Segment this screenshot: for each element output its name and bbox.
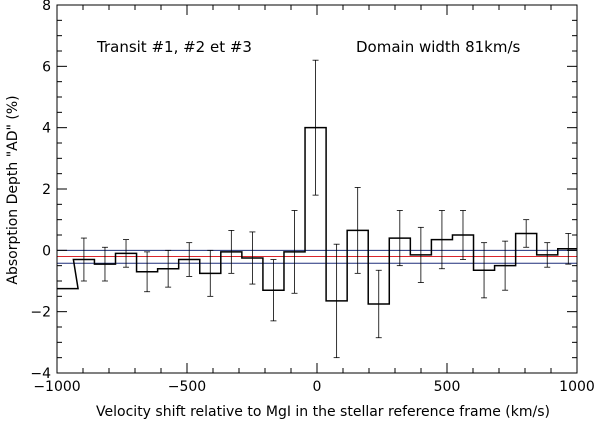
x-tick-label: 1000	[559, 379, 595, 395]
x-tick-label: −1000	[33, 379, 80, 395]
y-tick-label: 6	[42, 59, 51, 75]
x-tick-label: −500	[168, 379, 206, 395]
x-tick-label: 500	[434, 379, 461, 395]
histogram-line	[57, 126, 577, 305]
x-axis-label: Velocity shift relative to MgI in the st…	[96, 404, 550, 420]
y-tick-label: −4	[30, 366, 51, 382]
ticks: −1000 −500 0 500 1000 −4 −2 0 2 4 6 8	[30, 0, 594, 395]
histogram	[57, 126, 577, 305]
y-tick-label: 4	[42, 121, 51, 137]
y-axis-label: Absorption Depth "AD" (%)	[5, 95, 21, 284]
y-tick-label: −2	[30, 305, 51, 321]
annotation-transits: Transit #1, #2 et #3	[96, 38, 252, 56]
annotation-domain-width: Domain width 81km/s	[356, 38, 521, 56]
y-tick-label: 8	[42, 0, 51, 14]
reference-lines	[57, 249, 577, 264]
y-tick-label: 2	[42, 182, 51, 198]
x-tick-label: 0	[313, 379, 322, 395]
plot-frame	[56, 4, 578, 374]
y-tick-label: 0	[42, 243, 51, 259]
